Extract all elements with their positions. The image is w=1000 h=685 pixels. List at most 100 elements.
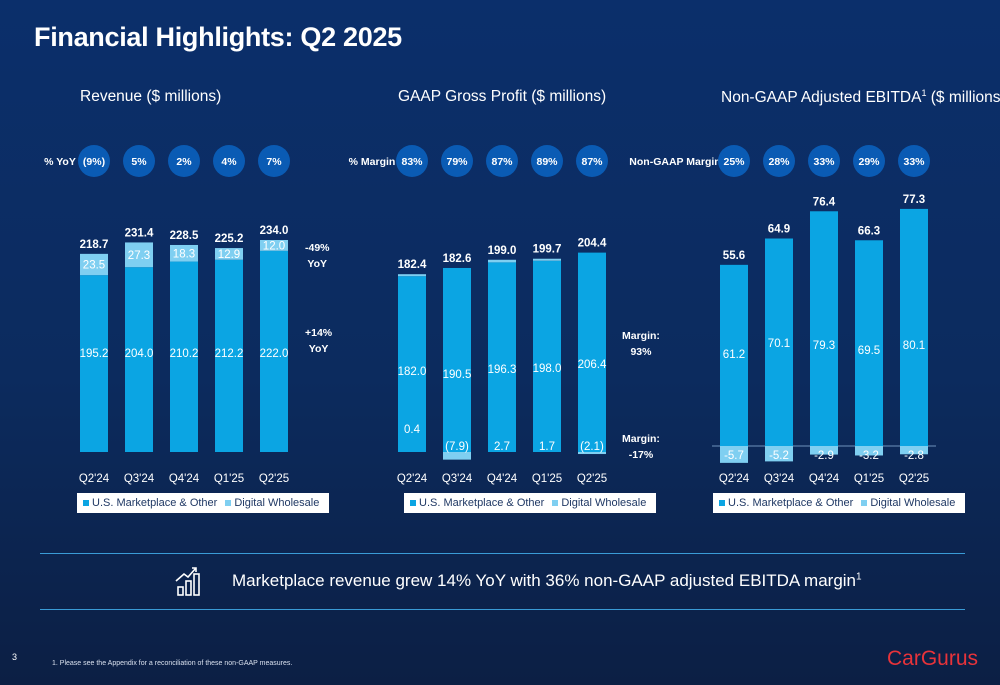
row-pill — [853, 145, 885, 177]
row-label: % YoY — [44, 156, 76, 168]
cargurus-logo: CarGurus — [887, 647, 979, 670]
category-label: Q2'25 — [899, 473, 929, 485]
gross-profit-legend: U.S. Marketplace & Other Digital Wholesa… — [404, 493, 657, 513]
row-pill — [763, 145, 795, 177]
bar-marketplace-label: 198.0 — [533, 363, 562, 375]
row-pill — [78, 145, 110, 177]
bar-marketplace-label: 190.5 — [443, 369, 472, 381]
footnote: 1. Please see the Appendix for a reconci… — [52, 660, 293, 667]
row-pill-value: 5% — [131, 156, 147, 168]
bar-marketplace — [488, 262, 516, 452]
bar-total-label: 234.0 — [260, 225, 289, 237]
bar-marketplace-label: 204.0 — [125, 348, 154, 360]
bar-wholesale — [533, 258, 561, 261]
revenue-chart-title: Revenue ($ millions) — [80, 88, 222, 105]
bar-marketplace-label: 182.0 — [398, 366, 427, 378]
bar-marketplace — [125, 267, 153, 452]
bar-total-label: 55.6 — [723, 250, 745, 262]
legend-swatch — [410, 500, 416, 506]
revenue-marketplace-yoy-note: +14% YoY — [305, 327, 333, 355]
gross-profit-marketplace-margin-note: Margin: 93% — [622, 330, 660, 358]
ebitda-legend: U.S. Marketplace & Other Digital Wholesa… — [713, 493, 966, 513]
bar-wholesale-label: 12.0 — [263, 240, 285, 252]
page-title: Financial Highlights: Q2 2025 — [34, 22, 402, 52]
bar-marketplace — [215, 259, 243, 452]
row-pill-value: 29% — [858, 156, 880, 168]
bar-wholesale-label: 18.3 — [173, 248, 195, 260]
gross-profit-chart-title: GAAP Gross Profit ($ millions) — [398, 88, 607, 105]
bar-wholesale-label: -2.9 — [814, 450, 834, 462]
legend-swatch — [719, 500, 725, 506]
bar-marketplace — [855, 240, 883, 446]
row-pill-value: (9%) — [83, 156, 105, 168]
row-pill — [576, 145, 608, 177]
bar-marketplace — [810, 211, 838, 446]
bar-total-label: 218.7 — [80, 239, 109, 251]
bar-wholesale-label: (7.9) — [445, 441, 469, 453]
bar-marketplace — [765, 238, 793, 446]
legend-swatch — [225, 500, 232, 506]
row-pill-value: 28% — [768, 156, 790, 168]
category-label: Q2'25 — [577, 473, 607, 485]
bar-total-label: 231.4 — [125, 227, 154, 239]
bar-wholesale-label: 2.7 — [494, 441, 510, 453]
bar-marketplace — [533, 260, 561, 452]
legend-item-wholesale: Digital Wholesale — [550, 497, 646, 509]
callout-top-rule — [40, 553, 965, 554]
bar-wholesale-label: -3.2 — [859, 450, 879, 462]
bar-wholesale — [720, 446, 748, 463]
bar-marketplace — [398, 276, 426, 452]
bar-marketplace-label: 195.2 — [80, 348, 109, 360]
category-label: Q1'25 — [854, 473, 884, 485]
bar-wholesale-label: 23.5 — [83, 260, 105, 272]
bar-total-label: 64.9 — [768, 224, 790, 236]
row-pill-value: 83% — [401, 156, 423, 168]
bar-marketplace — [720, 264, 748, 446]
category-label: Q3'24 — [442, 473, 473, 485]
row-label: Non-GAAP Margin — [629, 156, 720, 168]
callout-bottom-rule — [40, 609, 965, 610]
gross-profit-wholesale-margin-note: Margin: -17% — [622, 433, 660, 461]
bar-marketplace — [443, 267, 471, 452]
row-pill — [213, 145, 245, 177]
row-pill — [123, 145, 155, 177]
bar-wholesale-label: 0.4 — [404, 424, 421, 436]
bar-marketplace-label: 69.5 — [858, 345, 880, 357]
bar-wholesale — [900, 446, 928, 455]
page-number: 3 — [12, 652, 18, 662]
revenue-legend: U.S. Marketplace & Other Digital Wholesa… — [77, 493, 330, 513]
legend-swatch — [552, 500, 559, 506]
category-label: Q4'24 — [487, 473, 518, 485]
bar-total-label: 77.3 — [903, 194, 925, 206]
bar-total-label: 199.0 — [488, 245, 517, 257]
row-pill — [718, 145, 750, 177]
bar-wholesale — [810, 446, 838, 455]
bar-wholesale — [170, 244, 198, 262]
category-label: Q2'25 — [259, 473, 289, 485]
ebitda-chart-title: Non-GAAP Adjusted EBITDA1 ($ millions) — [721, 88, 1000, 107]
bar-marketplace-label: 70.1 — [768, 338, 790, 350]
row-pill — [258, 145, 290, 177]
bar-wholesale-label: -5.2 — [769, 450, 789, 462]
bar-total-label: 225.2 — [215, 233, 244, 245]
category-label: Q3'24 — [124, 473, 155, 485]
bar-marketplace-label: 61.2 — [723, 349, 745, 361]
category-label: Q1'25 — [214, 473, 244, 485]
row-pill-value: 87% — [581, 156, 603, 168]
bar-wholesale — [855, 446, 883, 456]
bar-marketplace-label: 210.2 — [170, 348, 199, 360]
legend-item-marketplace: U.S. Marketplace & Other — [81, 497, 217, 509]
row-pill — [898, 145, 930, 177]
row-pill-value: 4% — [221, 156, 237, 168]
bar-wholesale — [125, 242, 153, 268]
category-label: Q3'24 — [764, 473, 795, 485]
category-label: Q4'24 — [169, 473, 200, 485]
bar-wholesale — [578, 452, 606, 455]
bar-total-label: 228.5 — [170, 230, 199, 242]
bar-marketplace-label: 80.1 — [903, 340, 925, 352]
bar-marketplace — [170, 261, 198, 452]
row-pill-value: 79% — [446, 156, 468, 168]
bar-wholesale — [260, 239, 288, 251]
bar-total-label: 182.6 — [443, 253, 472, 265]
